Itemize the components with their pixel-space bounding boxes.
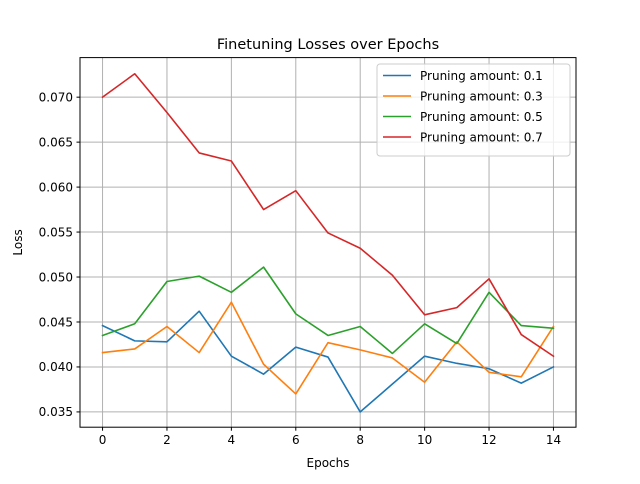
x-tick-label: 14 xyxy=(546,433,561,447)
legend-label: Pruning amount: 0.1 xyxy=(420,69,543,83)
x-tick-label: 0 xyxy=(99,433,107,447)
series-line-1 xyxy=(101,301,555,395)
y-tick-label: 0.035 xyxy=(39,405,73,419)
y-tick-label: 0.055 xyxy=(39,225,73,239)
ticks: 0 2 4 6 8 10 12 14 0.035 0.040 0.045 0.050 0.055 0.06… xyxy=(39,90,561,447)
legend-label: Pruning amount: 0.3 xyxy=(420,89,543,103)
legend-label: Pruning amount: 0.5 xyxy=(420,110,543,124)
x-tick-label: 12 xyxy=(481,433,496,447)
axes-frame xyxy=(79,57,577,428)
y-tick-label: 0.050 xyxy=(39,270,73,284)
legend-box xyxy=(376,63,571,157)
x-axis-label: Epochs xyxy=(307,456,350,470)
series-lines xyxy=(101,72,555,413)
y-tick-label: 0.065 xyxy=(39,135,73,149)
series-line-0 xyxy=(101,310,555,413)
x-tick-label: 8 xyxy=(356,433,364,447)
x-tick-label: 2 xyxy=(163,433,171,447)
y-tick-label: 0.070 xyxy=(39,90,73,104)
y-tick-label: 0.040 xyxy=(39,360,73,374)
x-tick-label: 10 xyxy=(417,433,432,447)
x-tick-label: 4 xyxy=(228,433,236,447)
series-line-3 xyxy=(101,72,555,358)
series-line-2 xyxy=(101,266,555,355)
x-tick-label: 6 xyxy=(292,433,300,447)
y-tick-label: 0.060 xyxy=(39,180,73,194)
legend: Pruning amount: 0.1 Pruning amount: 0.3 Pr… xyxy=(376,63,571,157)
legend-label: Pruning amount: 0.7 xyxy=(420,130,543,144)
y-tick-label: 0.045 xyxy=(39,315,73,329)
y-axis-label: Loss xyxy=(11,229,25,255)
chart-title: Finetuning Losses over Epochs xyxy=(217,37,439,53)
